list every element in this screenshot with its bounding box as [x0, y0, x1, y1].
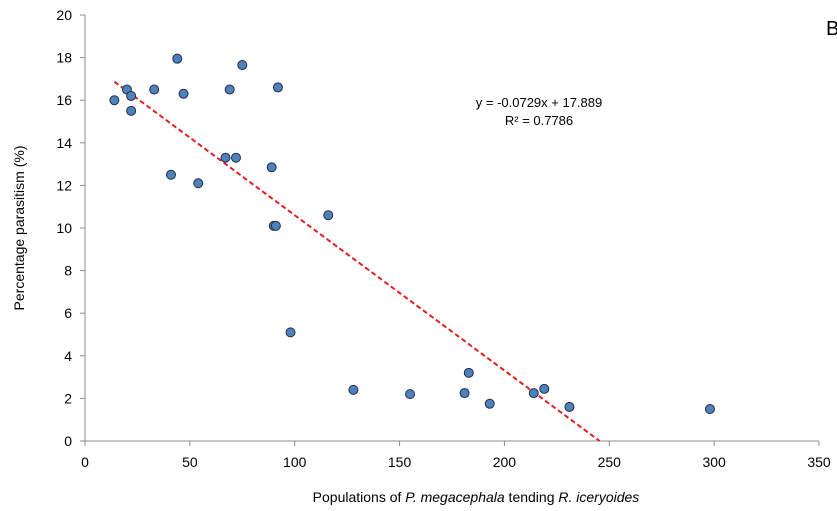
x-tick-label: 350: [807, 454, 831, 470]
x-tick-label: 250: [598, 454, 622, 470]
x-tick-label: 150: [388, 454, 412, 470]
y-tick-label: 8: [64, 263, 72, 279]
x-tick-label: 50: [182, 454, 198, 470]
data-point: [220, 152, 231, 163]
x-axis-title-part: P. megacephala: [405, 489, 505, 505]
x-axis-title-part: R. iceryoides: [558, 489, 639, 505]
y-tick-label: 6: [64, 305, 72, 321]
y-tick-label: 18: [56, 50, 72, 66]
y-axis-ticks: 0 2 4 6 8 10 12 14 16 18 20: [56, 7, 85, 449]
x-axis-title-part: tending: [505, 489, 559, 505]
x-tick-label: 200: [493, 454, 517, 470]
data-point: [270, 220, 281, 231]
data-point: [178, 88, 189, 99]
data-point: [323, 210, 334, 221]
y-tick-label: 20: [56, 7, 72, 23]
data-point: [172, 53, 183, 64]
data-point: [237, 60, 248, 71]
y-axis-title: Percentage parasitism (%): [11, 146, 27, 311]
data-point: [539, 383, 550, 394]
y-tick-label: 16: [56, 92, 72, 108]
y-tick-label: 14: [56, 135, 72, 151]
data-point: [266, 162, 277, 173]
panel-label: B: [826, 18, 837, 40]
x-tick-label: 300: [702, 454, 726, 470]
data-point: [285, 327, 296, 338]
y-tick-label: 4: [64, 348, 72, 364]
data-point: [165, 169, 176, 180]
data-point: [704, 404, 715, 415]
y-tick-label: 10: [56, 220, 72, 236]
data-point: [126, 90, 137, 101]
data-point: [109, 95, 120, 106]
data-point: [528, 388, 539, 399]
x-tick-label: 0: [81, 454, 89, 470]
r-squared-label: R² = 0.7786: [505, 113, 573, 128]
data-point: [484, 398, 495, 409]
y-tick-label: 2: [64, 390, 72, 406]
x-axis-title: Populations of P. megacephala tending R.…: [313, 489, 640, 505]
data-point: [564, 401, 575, 412]
y-tick-label: 0: [64, 433, 72, 449]
data-point: [272, 82, 283, 93]
data-point: [348, 384, 359, 395]
trendline: [113, 80, 601, 442]
data-points: [109, 53, 715, 415]
data-point: [405, 389, 416, 400]
data-point: [463, 367, 474, 378]
x-tick-label: 100: [283, 454, 307, 470]
x-axis-ticks: 0 50 100 150 200 250 300 350: [81, 441, 831, 470]
data-point: [193, 178, 204, 189]
data-point: [224, 84, 235, 95]
trendline-equation: y = -0.0729x + 17.889: [476, 95, 602, 110]
x-axis-title-part: Populations of: [313, 489, 406, 505]
y-tick-label: 12: [56, 177, 72, 193]
data-point: [459, 388, 470, 399]
data-point: [126, 105, 137, 116]
data-point: [230, 152, 241, 163]
data-point: [149, 84, 160, 95]
